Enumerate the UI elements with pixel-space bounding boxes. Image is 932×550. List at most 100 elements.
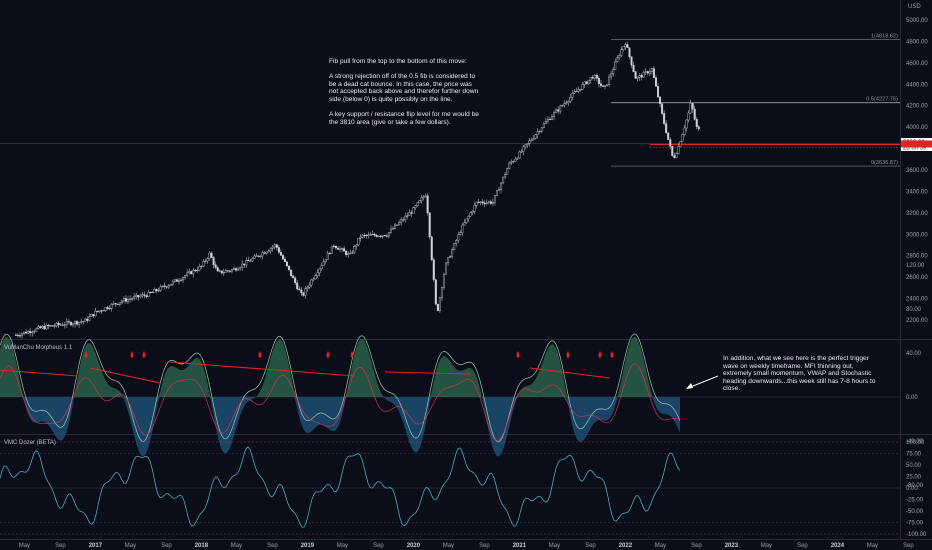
- candle-body: [149, 291, 152, 293]
- dozer-line: [0, 446, 681, 528]
- candle-body: [182, 277, 185, 281]
- candle-body: [500, 182, 503, 190]
- candle-body: [222, 271, 225, 274]
- candle-body: [455, 240, 458, 244]
- candle-body: [74, 321, 77, 325]
- time-tick: Sep: [479, 543, 490, 549]
- candle-body: [687, 112, 690, 121]
- candle-body: [336, 247, 339, 250]
- candle-body: [290, 269, 293, 277]
- price-tick: 3600.00: [906, 168, 928, 174]
- candle-body: [294, 277, 297, 284]
- candle-body: [693, 108, 696, 120]
- candle-body: [69, 321, 72, 326]
- candle-body: [667, 132, 670, 140]
- candle-body: [184, 275, 187, 278]
- candle-body: [23, 331, 26, 334]
- osc-negative-fill: [0, 397, 680, 457]
- candle-body: [646, 71, 649, 74]
- candle-body: [257, 255, 260, 257]
- candle-body: [438, 297, 441, 311]
- candle-body: [491, 202, 494, 204]
- candle-body: [685, 119, 688, 129]
- candle-body: [659, 96, 662, 105]
- candle-body: [691, 103, 694, 110]
- candle-body: [245, 260, 248, 266]
- candle-body: [608, 76, 611, 85]
- candle-body: [259, 255, 262, 257]
- candle-body: [402, 219, 405, 221]
- osc-tick: 80.00: [906, 307, 922, 313]
- candle-body: [296, 282, 299, 290]
- time-tick: May: [867, 543, 878, 549]
- candle-body: [652, 68, 655, 78]
- candle-body: [565, 102, 568, 104]
- candle-body: [153, 289, 156, 293]
- candle-body: [190, 271, 193, 275]
- candle-body: [90, 314, 93, 317]
- candle-body: [563, 103, 566, 106]
- candle-body: [469, 212, 472, 217]
- candle-body: [654, 77, 657, 87]
- time-tick: Sep: [903, 543, 914, 549]
- candle-body: [349, 252, 352, 254]
- candle-body: [530, 139, 533, 141]
- candle-body: [377, 235, 380, 237]
- fib-retracement[interactable]: 1(4818.62) 0.5(4227.75) 0(3636.87): [611, 33, 900, 167]
- candle-body: [208, 252, 211, 259]
- candle-body: [502, 176, 505, 184]
- candle-body: [473, 205, 476, 212]
- candle-body: [100, 310, 103, 312]
- candle-body: [86, 318, 89, 321]
- sell-signal-icon: [350, 351, 354, 358]
- countdown: 2d 6h 59: [903, 146, 927, 152]
- candle-body: [506, 168, 509, 175]
- currency-label: USD: [908, 4, 921, 10]
- candle-body: [365, 235, 368, 237]
- time-tick: 2018: [195, 543, 209, 549]
- candle-body: [442, 273, 445, 288]
- time-tick: 2024: [831, 543, 845, 549]
- sell-signal-icon: [258, 351, 262, 358]
- candle-body: [504, 173, 507, 178]
- candle-body: [418, 200, 421, 203]
- candle-body: [21, 333, 24, 336]
- candle-body: [188, 271, 191, 274]
- candle-body: [396, 224, 399, 226]
- candle-body: [300, 289, 303, 294]
- candle-body: [218, 270, 221, 272]
- candle-body: [45, 324, 48, 330]
- candle-body: [604, 85, 607, 87]
- candle-body: [304, 288, 307, 296]
- candle-body: [675, 153, 678, 158]
- price-tick: 3000.00: [906, 232, 928, 238]
- candle-body: [351, 252, 354, 254]
- candle-body: [477, 201, 480, 203]
- candle-body: [251, 258, 254, 262]
- candle-body: [571, 92, 574, 98]
- price-tick: 2400.00: [906, 297, 928, 303]
- sell-signal-icon: [130, 351, 134, 358]
- candle-body: [347, 253, 350, 256]
- candle-body: [555, 109, 558, 113]
- candle-body: [306, 286, 309, 289]
- candle-body: [63, 324, 66, 326]
- candle-body: [628, 47, 631, 57]
- candle-body: [343, 248, 346, 252]
- candle-body: [288, 265, 291, 271]
- candle-body: [345, 250, 348, 256]
- candle-body: [120, 300, 123, 303]
- candle-body: [206, 258, 209, 262]
- divergence-line: [89, 367, 161, 384]
- candle-body: [663, 113, 666, 124]
- candle-body: [316, 272, 319, 276]
- candle-body: [679, 141, 682, 147]
- candle-body: [35, 328, 38, 332]
- candle-body: [157, 290, 160, 292]
- oscillator-pane: [0, 333, 900, 457]
- candle-body: [332, 245, 335, 247]
- candle-body: [320, 265, 323, 269]
- candle-body: [275, 244, 278, 248]
- candle-body: [151, 291, 154, 293]
